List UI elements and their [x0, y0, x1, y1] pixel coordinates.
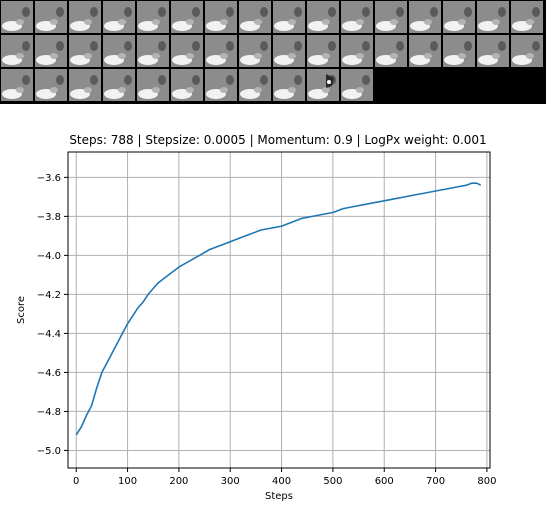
x-tick-label: 800: [477, 476, 496, 487]
x-axis-ticks: 0 100 200 300 400 500 600 700 800: [73, 468, 496, 487]
sample-thumbnail: [307, 35, 339, 67]
sample-thumbnail: [69, 35, 101, 67]
sample-thumbnail: [341, 35, 373, 67]
sample-thumbnail: [171, 35, 203, 67]
sample-thumbnail: [443, 35, 475, 67]
x-tick-label: 600: [375, 476, 394, 487]
x-tick-label: 700: [426, 476, 445, 487]
sample-thumbnail: [307, 69, 339, 101]
y-tick-label: −4.0: [37, 251, 61, 262]
sample-thumbnail: [375, 35, 407, 67]
series-layer: [75, 182, 482, 436]
sample-thumbnail: [307, 1, 339, 33]
sample-thumbnail: [137, 69, 169, 101]
y-tick-label: −4.8: [37, 407, 61, 418]
sample-thumbnail: [1, 69, 33, 101]
sample-thumbnail: [273, 69, 305, 101]
sample-thumbnail: [205, 35, 237, 67]
sample-thumbnail: [205, 69, 237, 101]
y-axis-ticks: −5.0 −4.8 −4.6 −4.4 −4.2 −4.0 −3.8 −3.6: [37, 173, 68, 457]
x-tick-label: 200: [169, 476, 188, 487]
y-tick-label: −5.0: [37, 446, 61, 457]
sample-thumbnail: [137, 35, 169, 67]
sample-thumbnail: [341, 69, 373, 101]
sample-thumbnail: [239, 1, 271, 33]
sample-thumbnail: [477, 1, 509, 33]
score-series-line: [75, 182, 482, 436]
y-tick-label: −4.6: [37, 368, 61, 379]
sample-thumbnail-strip: [0, 0, 546, 104]
sample-thumbnail: [341, 1, 373, 33]
sample-thumbnail: [103, 35, 135, 67]
plot-frame: [67, 151, 491, 469]
x-tick-label: 100: [118, 476, 137, 487]
sample-thumbnail: [443, 1, 475, 33]
x-tick-label: 300: [221, 476, 240, 487]
sample-thumbnail: [273, 35, 305, 67]
sample-thumbnail: [103, 1, 135, 33]
sample-thumbnail: [511, 35, 543, 67]
x-tick-label: 0: [73, 476, 79, 487]
sample-thumbnail: [409, 1, 441, 33]
y-axis-label: Score: [16, 296, 27, 324]
sample-thumbnail: [205, 1, 237, 33]
y-tick-label: −4.2: [37, 290, 61, 301]
y-tick-label: −3.6: [37, 173, 61, 184]
y-tick-label: −3.8: [37, 212, 61, 223]
sample-thumbnail: [477, 35, 509, 67]
sample-thumbnail: [171, 1, 203, 33]
sample-thumbnail: [409, 35, 441, 67]
sample-thumbnail: [239, 35, 271, 67]
sample-thumbnail: [35, 1, 67, 33]
x-axis-label: Steps: [265, 491, 293, 502]
sample-thumbnail: [375, 1, 407, 33]
y-tick-label: −4.4: [37, 329, 61, 340]
sample-thumbnail: [239, 69, 271, 101]
sample-thumbnail: [69, 1, 101, 33]
x-tick-label: 400: [272, 476, 291, 487]
sample-thumbnail: [273, 1, 305, 33]
sample-thumbnail: [1, 35, 33, 67]
sample-thumbnail: [137, 1, 169, 33]
chart-title: Steps: 788 | Stepsize: 0.0005 | Momentum…: [69, 133, 486, 147]
sample-thumbnail: [171, 69, 203, 101]
score-line-chart: Steps: 788 | Stepsize: 0.0005 | Momentum…: [16, 133, 496, 502]
sample-thumbnail: [1, 1, 33, 33]
x-tick-label: 500: [323, 476, 342, 487]
sample-thumbnail: [511, 1, 543, 33]
sample-thumbnail: [35, 69, 67, 101]
sample-thumbnail: [35, 35, 67, 67]
grid-lines: [68, 152, 490, 468]
sample-thumbnail: [103, 69, 135, 101]
sample-thumbnail: [69, 69, 101, 101]
